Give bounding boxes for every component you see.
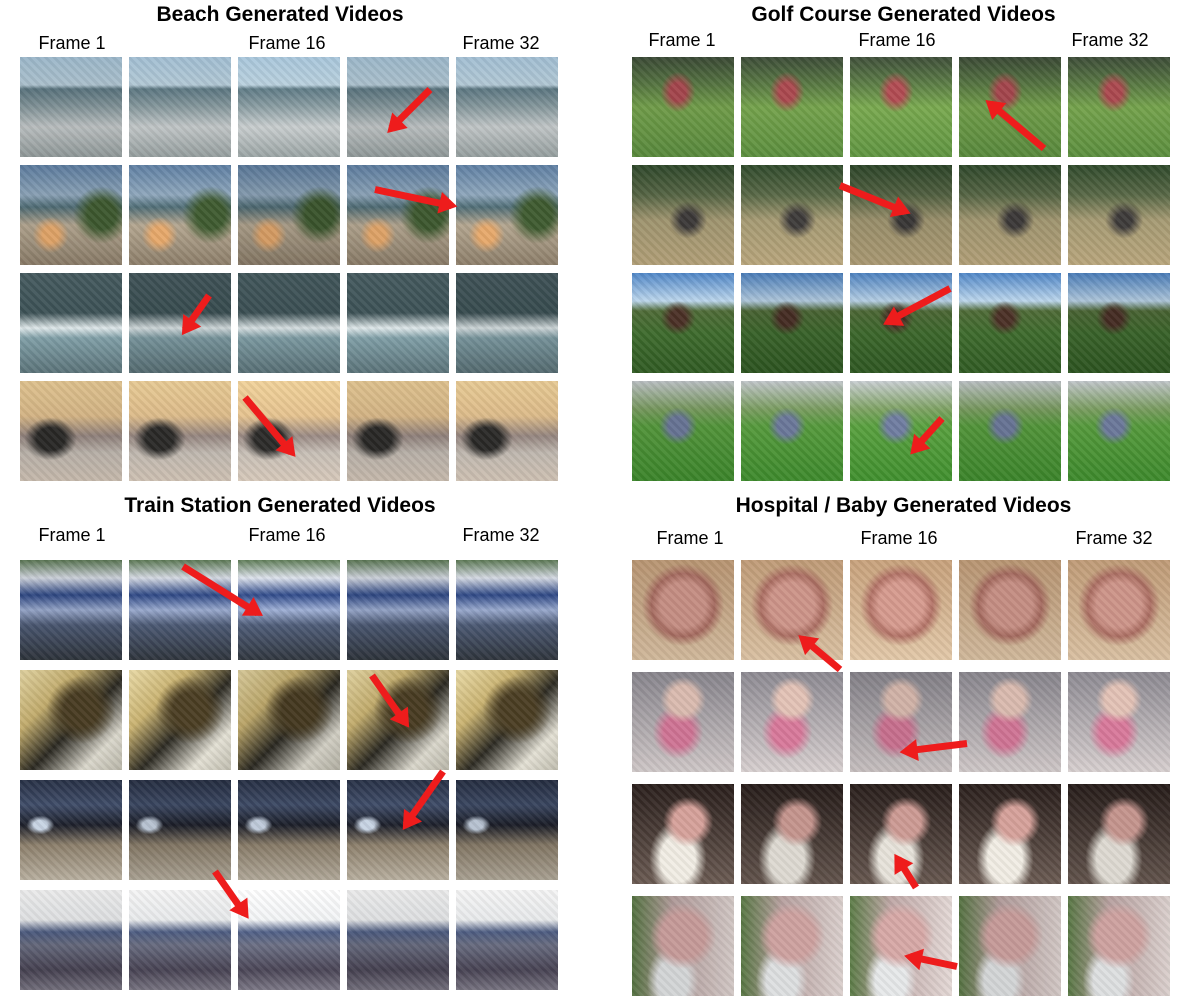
- panel-title: Beach Generated Videos: [156, 3, 404, 26]
- video-frame-thumbnail: [1068, 57, 1170, 157]
- video-frame-thumbnail: [741, 784, 843, 884]
- video-frame-thumbnail: [20, 890, 122, 990]
- video-frame-thumbnail: [850, 560, 952, 660]
- frame-label-last: Frame 32: [462, 33, 540, 53]
- video-frame-thumbnail: [741, 165, 843, 265]
- video-frame-thumbnail: [632, 273, 734, 373]
- video-frame-thumbnail: [20, 780, 122, 880]
- video-frame-thumbnail: [20, 670, 122, 770]
- video-frame-thumbnail: [741, 672, 843, 772]
- panel-title: Golf Course Generated Videos: [751, 3, 1056, 26]
- video-frame-thumbnail: [347, 780, 449, 880]
- video-frame-thumbnail: [129, 165, 231, 265]
- video-frame-thumbnail: [129, 57, 231, 157]
- video-frame-thumbnail: [850, 57, 952, 157]
- video-frame-thumbnail: [850, 165, 952, 265]
- video-frame-thumbnail: [632, 560, 734, 660]
- video-frame-thumbnail: [20, 57, 122, 157]
- video-frame-thumbnail: [456, 381, 558, 481]
- golf-course-panel: Golf Course Generated Videos Frame 1 Fra…: [612, 0, 1195, 490]
- video-frame-thumbnail: [347, 560, 449, 660]
- video-frame-thumbnail: [959, 784, 1061, 884]
- video-frame-thumbnail: [129, 890, 231, 990]
- video-frame-thumbnail: [20, 273, 122, 373]
- frame-label-first: Frame 1: [38, 33, 106, 53]
- video-frame-thumbnail: [959, 273, 1061, 373]
- video-frame-thumbnail: [456, 780, 558, 880]
- video-frame-thumbnail: [959, 896, 1061, 996]
- panel-title: Train Station Generated Videos: [124, 494, 436, 517]
- video-frame-thumbnail: [1068, 273, 1170, 373]
- frame-label-middle: Frame 16: [248, 33, 326, 53]
- video-frame-thumbnail: [238, 670, 340, 770]
- video-frame-thumbnail: [632, 896, 734, 996]
- video-frame-thumbnail: [1068, 672, 1170, 772]
- video-frame-thumbnail: [632, 784, 734, 884]
- video-frame-thumbnail: [347, 273, 449, 373]
- video-frame-thumbnail: [129, 780, 231, 880]
- video-frame-thumbnail: [959, 560, 1061, 660]
- video-frame-thumbnail: [238, 381, 340, 481]
- video-frame-thumbnail: [850, 381, 952, 481]
- video-frame-thumbnail: [632, 57, 734, 157]
- video-frame-thumbnail: [1068, 560, 1170, 660]
- video-frame-thumbnail: [959, 57, 1061, 157]
- frame-label-middle: Frame 16: [858, 30, 936, 50]
- video-frame-thumbnail: [238, 273, 340, 373]
- video-frame-thumbnail: [741, 57, 843, 157]
- video-frame-thumbnail: [632, 165, 734, 265]
- video-frame-thumbnail: [1068, 896, 1170, 996]
- frame-label-middle: Frame 16: [248, 525, 326, 545]
- frame-label-first: Frame 1: [38, 525, 106, 545]
- frame-label-first: Frame 1: [656, 528, 724, 548]
- train-station-panel: Train Station Generated Videos Frame 1 F…: [0, 490, 560, 998]
- video-frame-thumbnail: [1068, 381, 1170, 481]
- video-frame-thumbnail: [456, 560, 558, 660]
- video-frame-thumbnail: [129, 670, 231, 770]
- video-frame-thumbnail: [741, 381, 843, 481]
- video-frame-thumbnail: [632, 672, 734, 772]
- beach-panel: Beach Generated Videos Frame 1 Frame 16 …: [0, 0, 560, 490]
- video-frame-thumbnail: [20, 381, 122, 481]
- video-frame-thumbnail: [456, 670, 558, 770]
- video-frame-thumbnail: [456, 273, 558, 373]
- video-frame-thumbnail: [456, 890, 558, 990]
- video-frame-thumbnail: [347, 890, 449, 990]
- video-frame-thumbnail: [347, 57, 449, 157]
- video-frame-thumbnail: [347, 381, 449, 481]
- video-frame-thumbnail: [347, 670, 449, 770]
- video-frame-thumbnail: [1068, 165, 1170, 265]
- video-frame-thumbnail: [456, 57, 558, 157]
- video-frame-thumbnail: [1068, 784, 1170, 884]
- video-frame-thumbnail: [456, 165, 558, 265]
- frame-label-first: Frame 1: [648, 30, 716, 50]
- video-frame-thumbnail: [238, 165, 340, 265]
- video-frame-thumbnail: [347, 165, 449, 265]
- frame-label-last: Frame 32: [462, 525, 540, 545]
- hospital-baby-panel: Hospital / Baby Generated Videos Frame 1…: [612, 490, 1195, 998]
- frame-label-middle: Frame 16: [860, 528, 938, 548]
- frame-label-last: Frame 32: [1075, 528, 1153, 548]
- video-frame-thumbnail: [129, 560, 231, 660]
- video-frame-thumbnail: [20, 560, 122, 660]
- video-frame-thumbnail: [959, 381, 1061, 481]
- frame-label-last: Frame 32: [1071, 30, 1149, 50]
- video-frame-thumbnail: [238, 890, 340, 990]
- video-frame-thumbnail: [238, 780, 340, 880]
- panel-title: Hospital / Baby Generated Videos: [735, 494, 1072, 517]
- video-frame-thumbnail: [959, 672, 1061, 772]
- video-frame-thumbnail: [129, 381, 231, 481]
- video-frame-thumbnail: [20, 165, 122, 265]
- video-frame-thumbnail: [632, 381, 734, 481]
- video-frame-thumbnail: [238, 57, 340, 157]
- video-frame-thumbnail: [741, 273, 843, 373]
- video-frame-thumbnail: [850, 896, 952, 996]
- video-frame-thumbnail: [959, 165, 1061, 265]
- video-frame-thumbnail: [741, 896, 843, 996]
